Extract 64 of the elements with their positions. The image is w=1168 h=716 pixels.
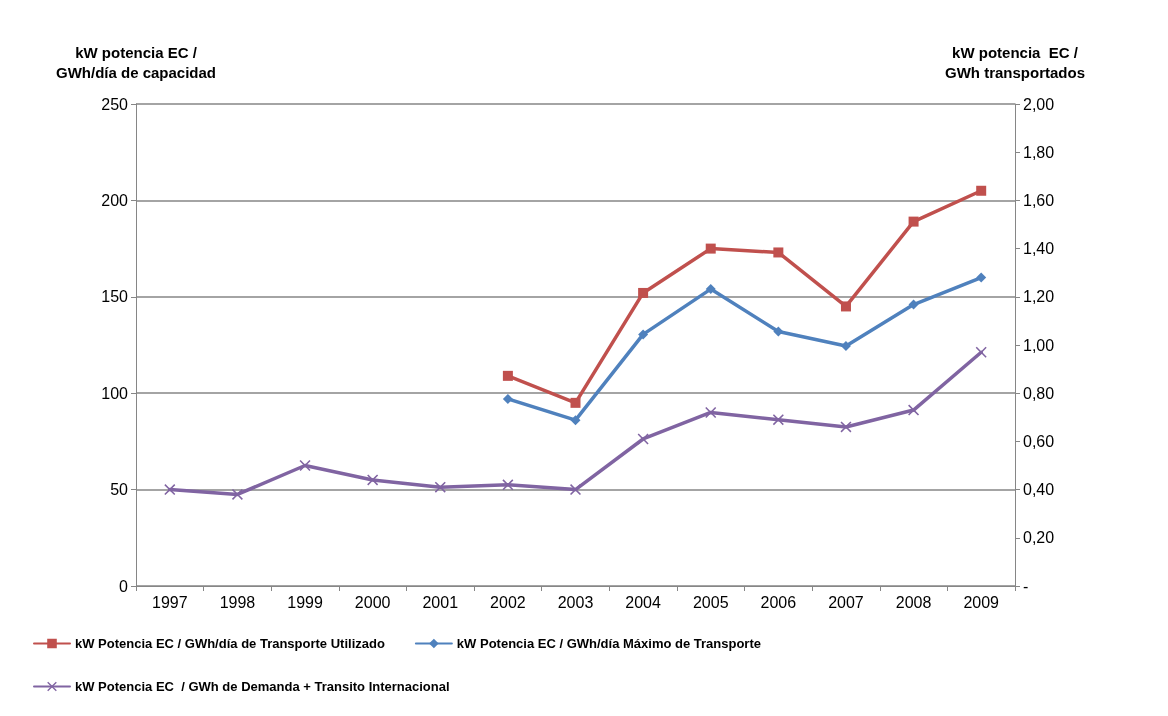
y2-tick-label: -	[1023, 577, 1029, 595]
y2-tick-label: 1,00	[1023, 336, 1055, 354]
point	[908, 299, 919, 310]
y2-tick-label: 2,00	[1023, 95, 1055, 113]
y2-tick-label: 1,20	[1023, 288, 1055, 306]
point	[772, 414, 784, 426]
point	[570, 397, 581, 408]
point	[975, 346, 987, 358]
point	[638, 287, 649, 298]
y-tick-label: 200	[101, 191, 129, 209]
x-tick-label: 2000	[354, 593, 391, 611]
x-tick-label: 2004	[625, 593, 662, 611]
x-tick-label: 2001	[422, 593, 459, 611]
y2-tick-label: 1,40	[1023, 240, 1055, 258]
point	[231, 488, 243, 500]
point	[705, 284, 716, 295]
point	[976, 185, 987, 196]
point	[434, 481, 446, 493]
y2-tick-label: 0,20	[1023, 529, 1055, 547]
point	[164, 484, 176, 496]
y-tick-label: 0	[119, 577, 129, 595]
y-axis-title: kW potencia EC / GWh/día de capacidad	[55, 43, 217, 81]
legend-label: kW Potencia EC / GWh/día de Transporte Utilizado	[75, 636, 385, 651]
point	[705, 406, 717, 418]
point	[502, 479, 514, 491]
y2-tick-label: 0,60	[1023, 432, 1055, 450]
x-tick-label: 2009	[963, 593, 1000, 611]
point	[502, 370, 513, 381]
y2-tick-label: 0,80	[1023, 384, 1055, 402]
legend-label: kW Potencia EC / GWh de Demanda + Transito Internacional	[75, 679, 450, 694]
y2-tick-label: 1,80	[1023, 143, 1055, 161]
x-tick-label: 2006	[760, 593, 797, 611]
point	[840, 340, 851, 351]
x-tick-label: 2002	[490, 593, 526, 611]
point	[638, 329, 649, 340]
point	[908, 216, 919, 227]
y2-tick-label: 1,60	[1023, 191, 1055, 209]
point	[570, 484, 581, 496]
point	[299, 460, 311, 471]
x-tick-label: 1999	[287, 593, 323, 611]
x-tick-label: 2007	[828, 593, 864, 611]
y2-axis-title: kW potencia EC / GWh transportados	[944, 43, 1086, 81]
y-tick-label: 100	[101, 384, 129, 402]
point	[773, 247, 784, 258]
point	[367, 474, 379, 486]
point	[637, 433, 649, 445]
point	[840, 301, 851, 312]
point	[976, 272, 987, 283]
x-tick-label: 2003	[557, 593, 594, 611]
point	[705, 243, 716, 254]
y-tick-label: 50	[110, 481, 129, 499]
x-tick-label: 1998	[219, 593, 256, 611]
y-tick-label: 250	[101, 95, 129, 113]
y2-tick-label: 0,40	[1023, 481, 1055, 499]
point	[840, 421, 852, 433]
legend-label: kW Potencia EC / GWh/día Máximo de Transporte	[456, 636, 761, 651]
x-tick-label: 2005	[692, 593, 729, 611]
point	[908, 404, 920, 416]
x-tick-label: 1997	[152, 593, 188, 611]
point	[570, 415, 581, 426]
point	[773, 326, 784, 337]
y-tick-label: 150	[101, 288, 129, 306]
point	[502, 393, 513, 404]
x-tick-label: 2008	[895, 593, 932, 611]
